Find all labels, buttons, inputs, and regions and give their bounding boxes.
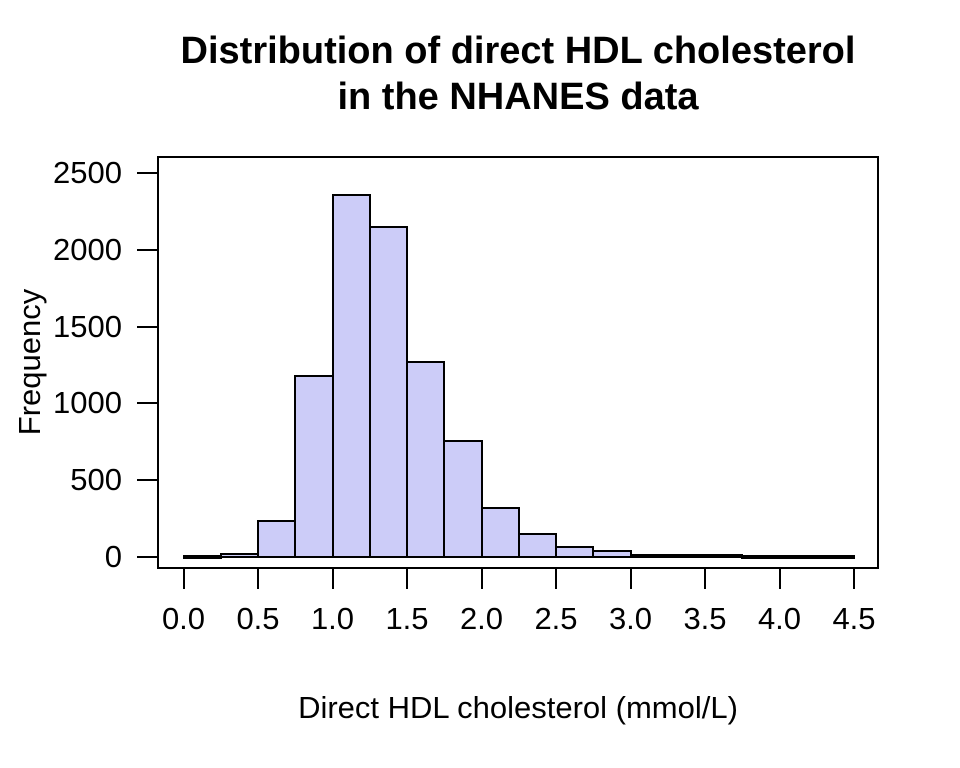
y-tick — [137, 325, 157, 328]
x-tick — [778, 569, 781, 589]
y-tick — [137, 172, 157, 174]
x-tick-label: 3.0 — [608, 601, 653, 636]
y-tick-label: 500 — [70, 462, 122, 498]
histogram-bar — [741, 554, 781, 559]
y-tick — [137, 402, 157, 405]
histogram-bar — [704, 554, 744, 559]
chart-title-line2: in the NHANES data — [337, 76, 699, 118]
x-tick — [629, 569, 632, 589]
x-tick — [555, 569, 557, 589]
y-tick-label: 2500 — [53, 155, 122, 190]
plot-area — [157, 156, 879, 569]
x-tick-label: 0.5 — [236, 601, 280, 636]
x-tick — [331, 569, 334, 589]
y-tick — [137, 556, 157, 558]
histogram-bar — [592, 549, 632, 558]
chart-title-line1: Distribution of direct HDL cholesterol — [180, 30, 856, 72]
x-tick-label: 0.0 — [161, 601, 206, 636]
y-tick-label: 1500 — [53, 308, 122, 344]
x-axis-label: Direct HDL cholesterol (mmol/L) — [298, 690, 738, 725]
x-tick — [853, 569, 855, 589]
histogram-bar — [815, 554, 855, 559]
histogram-bar — [778, 554, 818, 559]
histogram-bar — [368, 225, 408, 558]
x-tick-label: 3.5 — [683, 601, 727, 636]
x-tick-label: 2.0 — [459, 601, 504, 636]
histogram-bar — [257, 519, 297, 558]
x-tick-label: 4.5 — [832, 601, 876, 636]
histogram-bar — [406, 361, 446, 558]
x-tick-label: 2.5 — [534, 601, 578, 636]
y-tick-label: 1000 — [53, 385, 122, 421]
x-tick-label: 1.0 — [310, 601, 355, 636]
histogram-bar — [517, 533, 557, 558]
chart-title: Distribution of direct HDL cholesterol i… — [157, 28, 879, 120]
histogram-bar — [629, 553, 669, 558]
histogram-bar — [182, 554, 222, 559]
x-tick — [704, 569, 706, 589]
x-tick-label: 1.5 — [385, 601, 429, 636]
y-tick-label: 2000 — [53, 231, 122, 267]
y-tick-label: 0 — [104, 539, 122, 574]
histogram-bar — [480, 507, 520, 558]
histogram-bar — [219, 553, 259, 558]
x-tick — [406, 569, 408, 589]
histogram-bar — [294, 375, 334, 558]
x-tick — [182, 569, 185, 589]
histogram-bar — [555, 545, 595, 558]
histogram-bar — [666, 554, 706, 559]
x-tick — [480, 569, 483, 589]
x-tick — [257, 569, 259, 589]
histogram-bar — [331, 194, 371, 558]
y-tick — [137, 479, 157, 482]
y-tick — [137, 248, 157, 251]
x-tick-label: 4.0 — [757, 601, 802, 636]
histogram-bar — [443, 439, 483, 558]
